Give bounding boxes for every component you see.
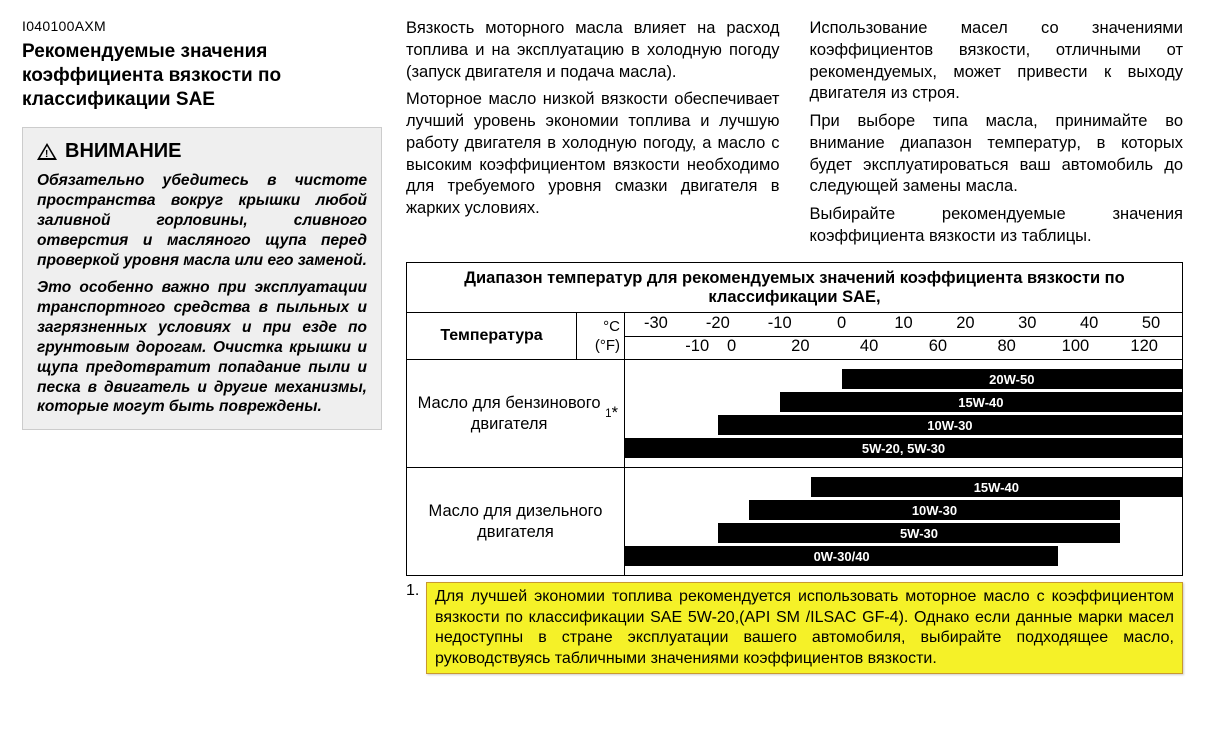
section-label: Масло для дизельного двигателя (407, 468, 625, 575)
section-label: Масло для бензинового двигателя 1* (407, 360, 625, 467)
footnote-number: 1. (406, 582, 426, 674)
warning-heading: ! ВНИМАНИЕ (37, 140, 367, 163)
body-c2-p1: Использование масел со значениями коэффи… (810, 18, 1184, 105)
f-tick: 80 (997, 337, 1015, 356)
left-column: I040100AXM Рекомендуемые значения коэффи… (22, 18, 382, 674)
unit-c: °C (603, 318, 620, 336)
viscosity-bar: 10W-30 (718, 415, 1182, 435)
warning-triangle-icon: ! (37, 143, 57, 160)
f-tick: -10 (685, 337, 709, 356)
main-heading: Рекомендуемые значения коэффициента вязк… (22, 40, 382, 111)
body-col-1: Вязкость моторного масла влияет на расхо… (406, 18, 780, 254)
f-tick: 20 (791, 337, 809, 356)
temperature-label: Температура (407, 313, 577, 359)
chart-sections: Масло для бензинового двигателя 1*20W-50… (407, 360, 1182, 575)
viscosity-bar: 5W-20, 5W-30 (625, 438, 1182, 458)
c-tick: 30 (1018, 314, 1036, 333)
doc-code: I040100AXM (22, 18, 382, 34)
footnote-row: 1. Для лучшей экономии топлива рекоменду… (406, 582, 1183, 674)
warning-paragraph-1: Обязательно убедитесь в чистоте простран… (37, 171, 367, 270)
chart-section: Масло для дизельного двигателя 15W-40 10W-… (407, 467, 1182, 575)
body-c2-p2: При выборе типа масла, принимайте во вни… (810, 111, 1184, 198)
f-tick: 40 (860, 337, 878, 356)
viscosity-bar: 10W-30 (749, 500, 1120, 520)
right-column: Вязкость моторного масла влияет на расхо… (406, 18, 1183, 674)
body-col-2: Использование масел со значениями коэффи… (810, 18, 1184, 254)
viscosity-bar: 15W-40 (780, 392, 1182, 412)
warning-box: ! ВНИМАНИЕ Обязательно убедитесь в чисто… (22, 127, 382, 430)
c-tick: 50 (1142, 314, 1160, 333)
scale-cell: -30 -20 -10 0 10 20 30 40 50 -10 0 20 40 60 80 100 120 (625, 313, 1182, 359)
f-tick: 0 (727, 337, 736, 356)
footnote-text: Для лучшей экономии топлива рекомендуетс… (426, 582, 1183, 674)
c-tick: -30 (644, 314, 668, 333)
c-tick: -20 (706, 314, 730, 333)
unit-f: (°F) (595, 337, 620, 355)
chart-title: Диапазон температур для рекомендуемых зн… (407, 263, 1182, 314)
c-tick: 20 (956, 314, 974, 333)
body-c2-p3: Выбирайте рекомендуемые значения коэффиц… (810, 204, 1184, 248)
viscosity-chart: Диапазон температур для рекомендуемых зн… (406, 262, 1183, 577)
warning-paragraph-2: Это особенно важно при эксплуатации тран… (37, 278, 367, 417)
f-tick: 60 (929, 337, 947, 356)
body-c1-p1: Вязкость моторного масла влияет на расхо… (406, 18, 780, 83)
body-text-columns: Вязкость моторного масла влияет на расхо… (406, 18, 1183, 254)
viscosity-bar: 5W-30 (718, 523, 1120, 543)
page: I040100AXM Рекомендуемые значения коэффи… (22, 18, 1183, 674)
bars-cell: 20W-50 15W-40 10W-30 5W-20, 5W-30 (625, 360, 1182, 467)
unit-cell: °C (°F) (577, 313, 625, 359)
viscosity-bar: 15W-40 (811, 477, 1182, 497)
scale-row: Температура °C (°F) -30 -20 -10 0 10 20 30 40 50… (407, 313, 1182, 360)
body-c1-p2: Моторное масло низкой вязкости обеспечив… (406, 89, 780, 220)
c-tick: 0 (837, 314, 846, 333)
chart-section: Масло для бензинового двигателя 1*20W-50… (407, 360, 1182, 467)
bars-cell: 15W-40 10W-30 5W-30 0W-30/40 (625, 468, 1182, 575)
f-tick: 100 (1062, 337, 1090, 356)
c-tick: -10 (768, 314, 792, 333)
f-tick: 120 (1130, 337, 1158, 356)
c-tick: 10 (894, 314, 912, 333)
viscosity-bar: 0W-30/40 (625, 546, 1058, 566)
viscosity-bar: 20W-50 (842, 369, 1182, 389)
c-tick: 40 (1080, 314, 1098, 333)
warning-heading-text: ВНИМАНИЕ (65, 140, 182, 163)
